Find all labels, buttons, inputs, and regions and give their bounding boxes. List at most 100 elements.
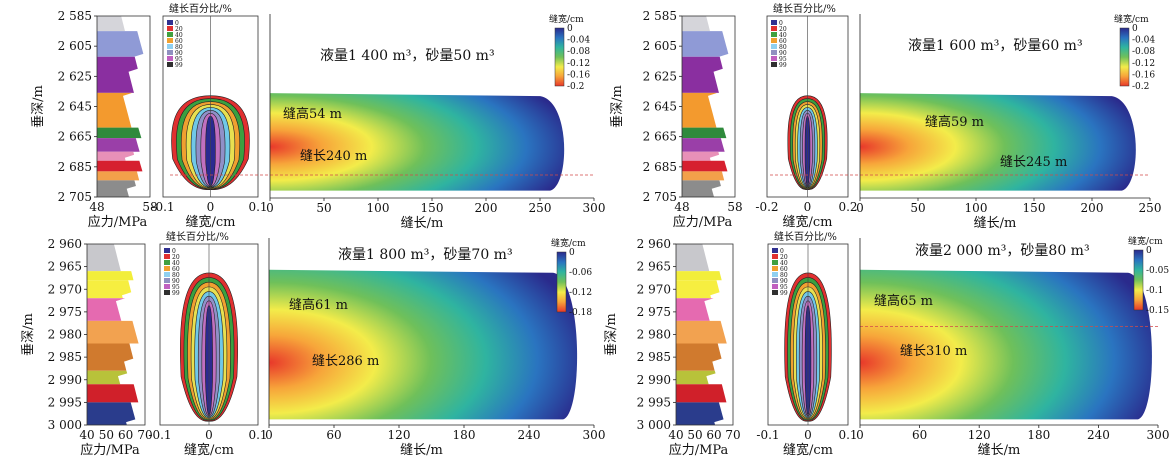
- depth-tick-label: 2 665: [643, 130, 677, 144]
- depth-tick-label: 2 585: [643, 9, 677, 23]
- colorbar-tick-label: -0.12: [567, 59, 590, 69]
- stress-layer: [682, 92, 718, 128]
- width-tick-label: 0: [804, 200, 812, 214]
- legend-label: 60: [175, 38, 183, 45]
- stress-layer: [87, 280, 132, 299]
- depth-tick-label: 2 960: [637, 237, 671, 251]
- stress-layer: [682, 138, 725, 152]
- length-tick-label: 120: [388, 428, 411, 442]
- stress-tick-label: 60: [118, 428, 133, 442]
- depth-tick-label: 2 995: [48, 395, 82, 409]
- stress-layer: [676, 370, 716, 385]
- depth-tick-label: 2 705: [58, 190, 92, 204]
- stress-layer: [97, 31, 144, 57]
- depth-tick-label: 2 645: [58, 100, 92, 114]
- colorbar-tick-label: -0.04: [567, 36, 590, 46]
- stress-layer: [676, 384, 727, 403]
- legend-label: 20: [172, 254, 180, 261]
- legend-label: 60: [780, 266, 788, 273]
- depth-tick-label: 2 980: [48, 328, 82, 342]
- stress-layer: [682, 56, 723, 93]
- stress-layer: [676, 244, 710, 272]
- width-tick-label: 0: [804, 428, 812, 442]
- legend-label: 99: [779, 62, 787, 69]
- legend-swatch: [167, 44, 173, 49]
- legend-label: 99: [175, 62, 183, 69]
- depth-tick-label: 2 665: [58, 130, 92, 144]
- depth-axis-label: 垂深/m: [21, 313, 36, 356]
- fracture-length-label: 缝长286 m: [312, 354, 379, 369]
- legend-label: 95: [175, 56, 183, 63]
- panel-d: 2 960 2 965 2 970 2 975 2 980 2 985 2 990 2 995…: [604, 230, 1169, 458]
- width-axis-label: 缝宽/cm: [783, 442, 833, 458]
- legend-label: 95: [780, 284, 788, 291]
- stress-tick-label: 70: [137, 428, 152, 442]
- stress-layer: [87, 384, 139, 403]
- legend-swatch: [167, 56, 173, 61]
- width-legend-title: 缝长百分比/%: [773, 2, 836, 15]
- stress-layer: [676, 271, 722, 281]
- depth-tick-label: 2 605: [58, 39, 92, 53]
- stress-layer: [676, 343, 722, 371]
- depth-axis-label: 垂深/m: [604, 313, 619, 356]
- fracture-height-label: 缝高61 m: [289, 297, 348, 313]
- colorbar-title: 缝宽/cm: [1128, 235, 1163, 247]
- stress-layer: [682, 127, 727, 139]
- width-tick-label: 0.1: [838, 428, 857, 442]
- legend-swatch: [164, 272, 170, 277]
- colorbar-tick-label: -0.2: [1132, 82, 1149, 92]
- length-tick-label: 0: [856, 201, 864, 215]
- width-tick-label: 0: [205, 428, 213, 442]
- fracture-heatmap: [270, 93, 565, 191]
- stress-tick-label: 58: [727, 200, 742, 214]
- fracture-length-label: 缝长310 m: [900, 344, 967, 359]
- length-tick-label: 150: [1023, 201, 1046, 215]
- legend-label: 95: [172, 284, 180, 291]
- colorbar: [1119, 27, 1130, 87]
- legend-swatch: [164, 254, 170, 259]
- length-tick-label: 240: [1087, 428, 1110, 442]
- depth-tick-label: 2 605: [643, 39, 677, 53]
- width-axis-label: 缝宽/cm: [184, 442, 234, 458]
- stress-axis-label: 应力/MPa: [673, 214, 733, 230]
- fracture-height-label: 缝高54 m: [283, 106, 342, 122]
- stress-layer: [682, 151, 720, 161]
- legend-swatch: [167, 32, 173, 37]
- legend-swatch: [167, 26, 173, 31]
- colorbar-tick-label: -0.16: [1132, 70, 1155, 80]
- stress-layer: [97, 92, 133, 128]
- legend-label: 20: [779, 26, 787, 33]
- legend-swatch: [772, 284, 778, 289]
- stress-layer: [97, 160, 143, 172]
- width-tick-label: -0.2: [755, 200, 778, 214]
- length-tick-label: 60: [326, 428, 341, 442]
- length-tick-label: 50: [910, 201, 925, 215]
- fracture-annotation: 液量1 400 m³，砂量50 m³: [320, 48, 495, 64]
- depth-axis-label: 垂深/m: [31, 85, 46, 128]
- legend-swatch: [771, 20, 777, 25]
- stress-layer: [682, 31, 729, 57]
- stress-layer: [676, 320, 727, 344]
- stress-layer: [682, 16, 710, 32]
- depth-tick-label: 2 995: [637, 395, 671, 409]
- legend-swatch: [164, 284, 170, 289]
- legend-swatch: [772, 290, 778, 295]
- length-tick-label: 60: [912, 428, 927, 442]
- fracture-heatmap: [269, 269, 578, 420]
- length-tick-label: 200: [1081, 201, 1104, 215]
- legend-label: 20: [175, 26, 183, 33]
- stress-layer: [87, 244, 121, 272]
- colorbar-tick-label: 0: [567, 24, 573, 34]
- colorbar-tick-label: -0.2: [567, 82, 584, 92]
- stress-layer: [682, 160, 728, 172]
- depth-tick-label: 2 975: [637, 305, 671, 319]
- depth-tick-label: 3 000: [48, 418, 82, 432]
- legend-swatch: [772, 266, 778, 271]
- legend-swatch: [772, 278, 778, 283]
- fracture-heatmap: [860, 93, 1136, 191]
- stress-layer: [676, 298, 714, 321]
- stress-layer: [682, 171, 725, 181]
- depth-tick-label: 3 000: [637, 418, 671, 432]
- width-tick-label: 0.2: [838, 200, 857, 214]
- legend-swatch: [164, 278, 170, 283]
